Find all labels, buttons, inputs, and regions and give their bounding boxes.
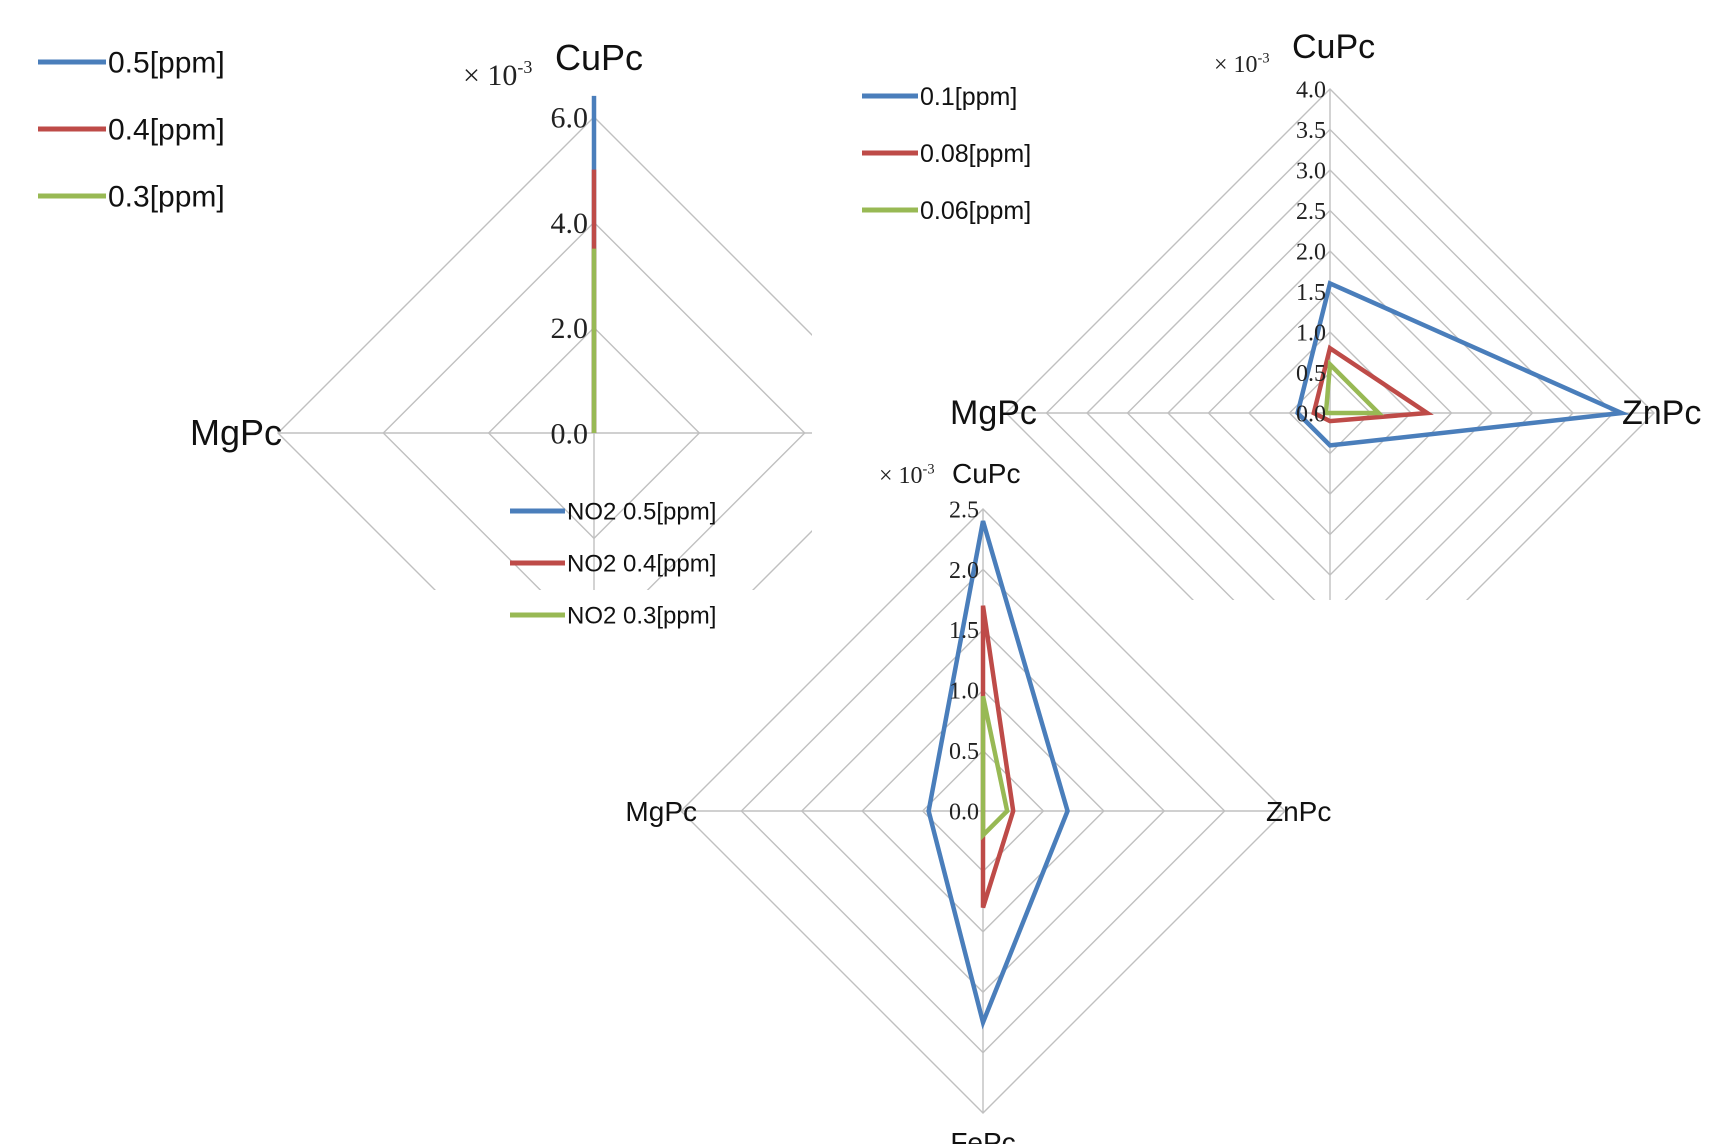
tick-label: 0.5: [949, 739, 979, 765]
gridline: [1086, 169, 1574, 600]
tick-label: 0.0: [949, 799, 979, 825]
chart-b: 0.0 0.5 1.0 1.5 2.0 2.5 3.0 3.5 4.0 × 10-3 CuPc ZnP…: [862, 28, 1701, 600]
tick-label: 2.0: [949, 558, 979, 584]
axis-label-cupc: CuPc: [555, 37, 643, 78]
axis-multiplier: × 10-3: [1214, 50, 1270, 78]
gridline: [1005, 88, 1655, 600]
legend-label: NO2 0.5[ppm]: [567, 498, 716, 525]
legend-label: 0.08[ppm]: [920, 140, 1031, 168]
tick-label: 2.0: [551, 312, 589, 345]
tick-label: 1.5: [949, 618, 979, 644]
axis-label-fepc: FePc: [950, 1127, 1015, 1144]
tick-label: 4.0: [1296, 77, 1326, 103]
legend-label: 0.4[ppm]: [108, 114, 225, 147]
plot-area: [1005, 88, 1655, 600]
series-line: [926, 520, 1070, 1030]
series-line: [980, 695, 1010, 841]
chart-a: 0.0 2.0 4.0 6.0 × 10-3 CuPc MgPc 0.5[ppm] 0.4[pp…: [38, 37, 812, 590]
tick-label: 1.0: [1296, 320, 1326, 346]
gridline: [277, 116, 812, 590]
tick-label: 1.0: [949, 679, 979, 705]
legend-label: NO2 0.4[ppm]: [567, 550, 716, 577]
tick-label: 3.5: [1296, 118, 1326, 144]
axis-label-mgpc: MgPc: [950, 394, 1037, 432]
plot-area: [680, 508, 1286, 1114]
series-line: [980, 605, 1016, 909]
tick-label: 0.0: [1296, 401, 1326, 427]
tick-label: 6.0: [551, 102, 589, 135]
tick-label: 2.0: [1296, 239, 1326, 265]
legend-label: 0.1[ppm]: [920, 83, 1017, 111]
tick-label: 3.0: [1296, 158, 1326, 184]
axis-label-znpc: ZnPc: [1266, 796, 1331, 827]
gridline: [382, 221, 806, 590]
tick-label: 1.5: [1296, 280, 1326, 306]
tick-label: 4.0: [551, 207, 589, 240]
tick-label: 0.0: [551, 418, 589, 451]
axis-label-cupc: CuPc: [1292, 28, 1375, 66]
series-line: [1295, 280, 1631, 448]
tick-label: 2.5: [1296, 199, 1326, 225]
tick-label: 2.5: [949, 497, 979, 523]
plot-area: [277, 95, 812, 590]
chart-c: 0.0 0.5 1.0 1.5 2.0 2.5 × 10-3 CuPc ZnPc FePc MgPc…: [510, 458, 1331, 1144]
axis-multiplier: × 10-3: [879, 461, 935, 489]
legend: 0.5[ppm] 0.4[ppm] 0.3[ppm]: [38, 47, 225, 214]
legend: NO2 0.5[ppm] NO2 0.4[ppm] NO2 0.3[ppm]: [510, 498, 716, 629]
tick-label: 0.5: [1296, 361, 1326, 387]
legend-label: NO2 0.3[ppm]: [567, 602, 716, 629]
axis-label-cupc: CuPc: [952, 458, 1020, 489]
axis-label-mgpc: MgPc: [625, 796, 697, 827]
series-line: [1311, 344, 1434, 424]
legend-label: 0.06[ppm]: [920, 197, 1031, 225]
legend: 0.1[ppm] 0.08[ppm] 0.06[ppm]: [862, 83, 1031, 225]
axis-multiplier: × 10-3: [463, 57, 532, 92]
axis-label-mgpc: MgPc: [190, 412, 282, 453]
series-line: [1323, 359, 1385, 416]
gridline: [1045, 128, 1615, 600]
legend-label: 0.3[ppm]: [108, 181, 225, 214]
legend-label: 0.5[ppm]: [108, 47, 225, 80]
axis-label-znpc: ZnPc: [1622, 394, 1701, 432]
